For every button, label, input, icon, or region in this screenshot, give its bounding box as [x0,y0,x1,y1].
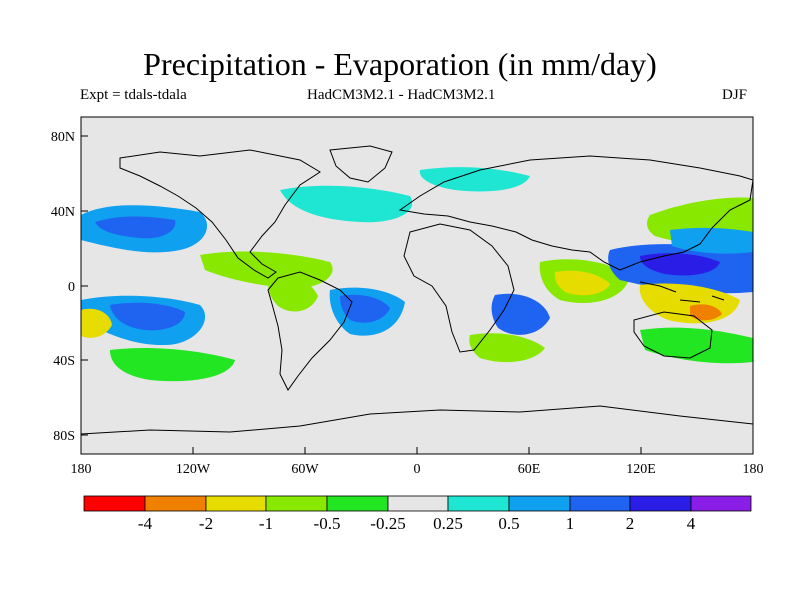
colorbar-label: 1 [566,514,575,533]
lon-label-120e: 120E [626,462,656,477]
colorbar-swatch [326,495,389,512]
lon-label-120w: 120W [176,462,211,477]
lon-label-60e: 60E [518,462,541,477]
coast-eurasia [398,155,753,271]
lat-label-80s: 80S [53,429,75,444]
patch-north-pacific-core [95,216,176,239]
patch-spcz-yellow [81,308,112,338]
colorbar-swatch [144,495,207,512]
colorbar-swatch [508,495,571,512]
lat-label-40n: 40N [51,205,75,220]
colorbar-swatch [387,495,449,512]
lon-axis: 180 120W 60W 0 60E 120E 180 [71,447,764,477]
lon-label-0: 0 [414,462,421,477]
patch-maritime-orange [690,304,722,321]
lat-label-40s: 40S [53,354,75,369]
colorbar-swatch [265,495,328,512]
experiment-label: Expt = tdals-tdala [80,87,187,103]
lat-label-80n: 80N [51,130,75,145]
patch-indian-ocean-yellow [554,270,610,296]
colorbar-label: -1 [259,514,273,533]
colorbar-label: -2 [199,514,213,533]
coast-south-america [267,271,353,391]
colorbar-swatch [205,495,267,512]
colorbar-swatch [83,495,146,512]
lat-label-0: 0 [68,280,75,295]
patch-south-atlantic-core [340,294,390,323]
colorbar-label: 2 [626,514,635,533]
lon-label-180e: 180 [743,462,764,477]
colorbar: -4 -2 -1 -0.5 -0.25 0.25 0.5 1 2 4 [83,495,752,533]
patch-north-siberia [419,167,530,192]
coast-greenland [329,145,393,183]
patch-indian-ocean-west [491,293,550,335]
patch-south-east-pacific-green [640,327,753,364]
patch-north-atlantic [280,185,413,223]
coastlines [81,145,753,435]
lon-label-180w: 180 [71,462,92,477]
patch-west-pacific-core [640,253,720,276]
colorbar-swatch [569,495,631,512]
model-label: HadCM3M2.1 - HadCM3M2.1 [307,87,496,103]
plot-title: Precipitation - Evaporation (in mm/day) [143,46,657,82]
colorbar-swatch [690,495,752,512]
lon-label-60w: 60W [291,462,319,477]
colorbar-label: 0.5 [498,514,519,533]
coast-maritime-islands [639,281,725,303]
coast-north-america [119,149,321,279]
colorbar-label: -4 [138,514,153,533]
colorbar-swatch [629,495,692,512]
coast-australia [633,311,713,359]
lat-axis: 80N 40N 0 40S 80S [51,130,88,444]
anomaly-patches [81,167,753,382]
coast-antarctica [81,405,753,435]
colorbar-label: -0.25 [370,514,405,533]
colorbar-label: 4 [687,514,696,533]
colorbar-swatch [447,495,510,512]
patch-south-pacific-green [110,348,235,382]
coast-africa [403,223,515,353]
patch-south-indian-green [469,333,545,363]
colorbar-label: 0.25 [433,514,463,533]
patch-spcz-core [110,302,185,331]
patch-amazon [268,273,318,312]
patch-nw-pacific-blue [670,227,753,254]
colorbar-label: -0.5 [314,514,341,533]
season-label: DJF [722,87,748,103]
